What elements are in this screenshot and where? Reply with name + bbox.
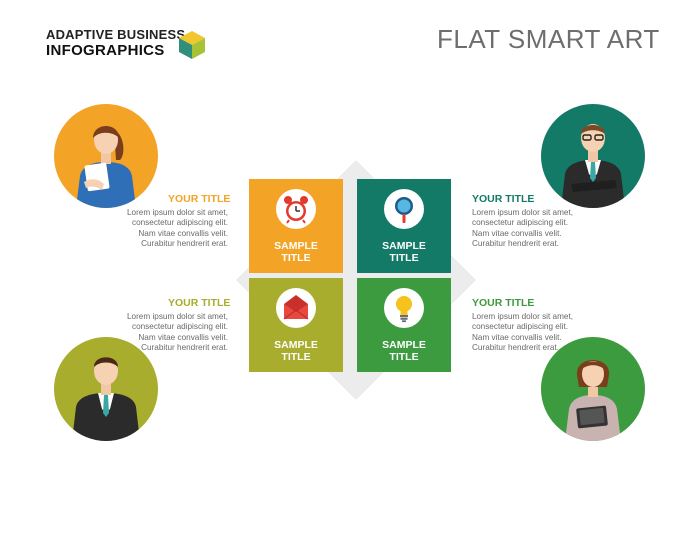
block-title-top-left: YOUR TITLE bbox=[168, 193, 231, 205]
tile-title: SAMPLE TITLE bbox=[382, 339, 426, 363]
businesswoman-documents-icon bbox=[54, 104, 158, 208]
businessman-suit-icon bbox=[54, 337, 158, 441]
magnifier-icon bbox=[384, 189, 424, 229]
tile-title: SAMPLE TITLE bbox=[274, 240, 318, 264]
block-text-bottom-right: Lorem ipsum dolor sit amet, consectetur a… bbox=[472, 312, 574, 353]
businessman-glasses-icon bbox=[541, 104, 645, 208]
block-title-bottom-right: YOUR TITLE bbox=[472, 297, 535, 309]
page-title: FLAT SMART ART bbox=[437, 24, 660, 54]
tile-alarm[interactable]: SAMPLE TITLE bbox=[249, 179, 343, 273]
block-title-top-right: YOUR TITLE bbox=[472, 193, 535, 205]
alarm-clock-icon bbox=[276, 189, 316, 229]
tile-idea[interactable]: SAMPLE TITLE bbox=[357, 278, 451, 372]
block-text-top-left: Lorem ipsum dolor sit amet, consectetur a… bbox=[126, 208, 228, 249]
brand-line-2: INFOGRAPHICS bbox=[46, 42, 165, 59]
envelope-icon bbox=[276, 288, 316, 328]
cube-logo-icon bbox=[179, 31, 205, 59]
tile-search[interactable]: SAMPLE TITLE bbox=[357, 179, 451, 273]
tile-title: SAMPLE TITLE bbox=[274, 339, 318, 363]
businesswoman-tablet-icon bbox=[541, 337, 645, 441]
block-text-bottom-left: Lorem ipsum dolor sit amet, consectetur a… bbox=[126, 312, 228, 353]
block-title-bottom-left: YOUR TITLE bbox=[168, 297, 231, 309]
tile-title: SAMPLE TITLE bbox=[382, 240, 426, 264]
block-text-top-right: Lorem ipsum dolor sit amet, consectetur a… bbox=[472, 208, 574, 249]
tile-mail[interactable]: SAMPLE TITLE bbox=[249, 278, 343, 372]
brand-line-1: ADAPTIVE BUSINESS bbox=[46, 27, 186, 42]
lightbulb-icon bbox=[384, 288, 424, 328]
